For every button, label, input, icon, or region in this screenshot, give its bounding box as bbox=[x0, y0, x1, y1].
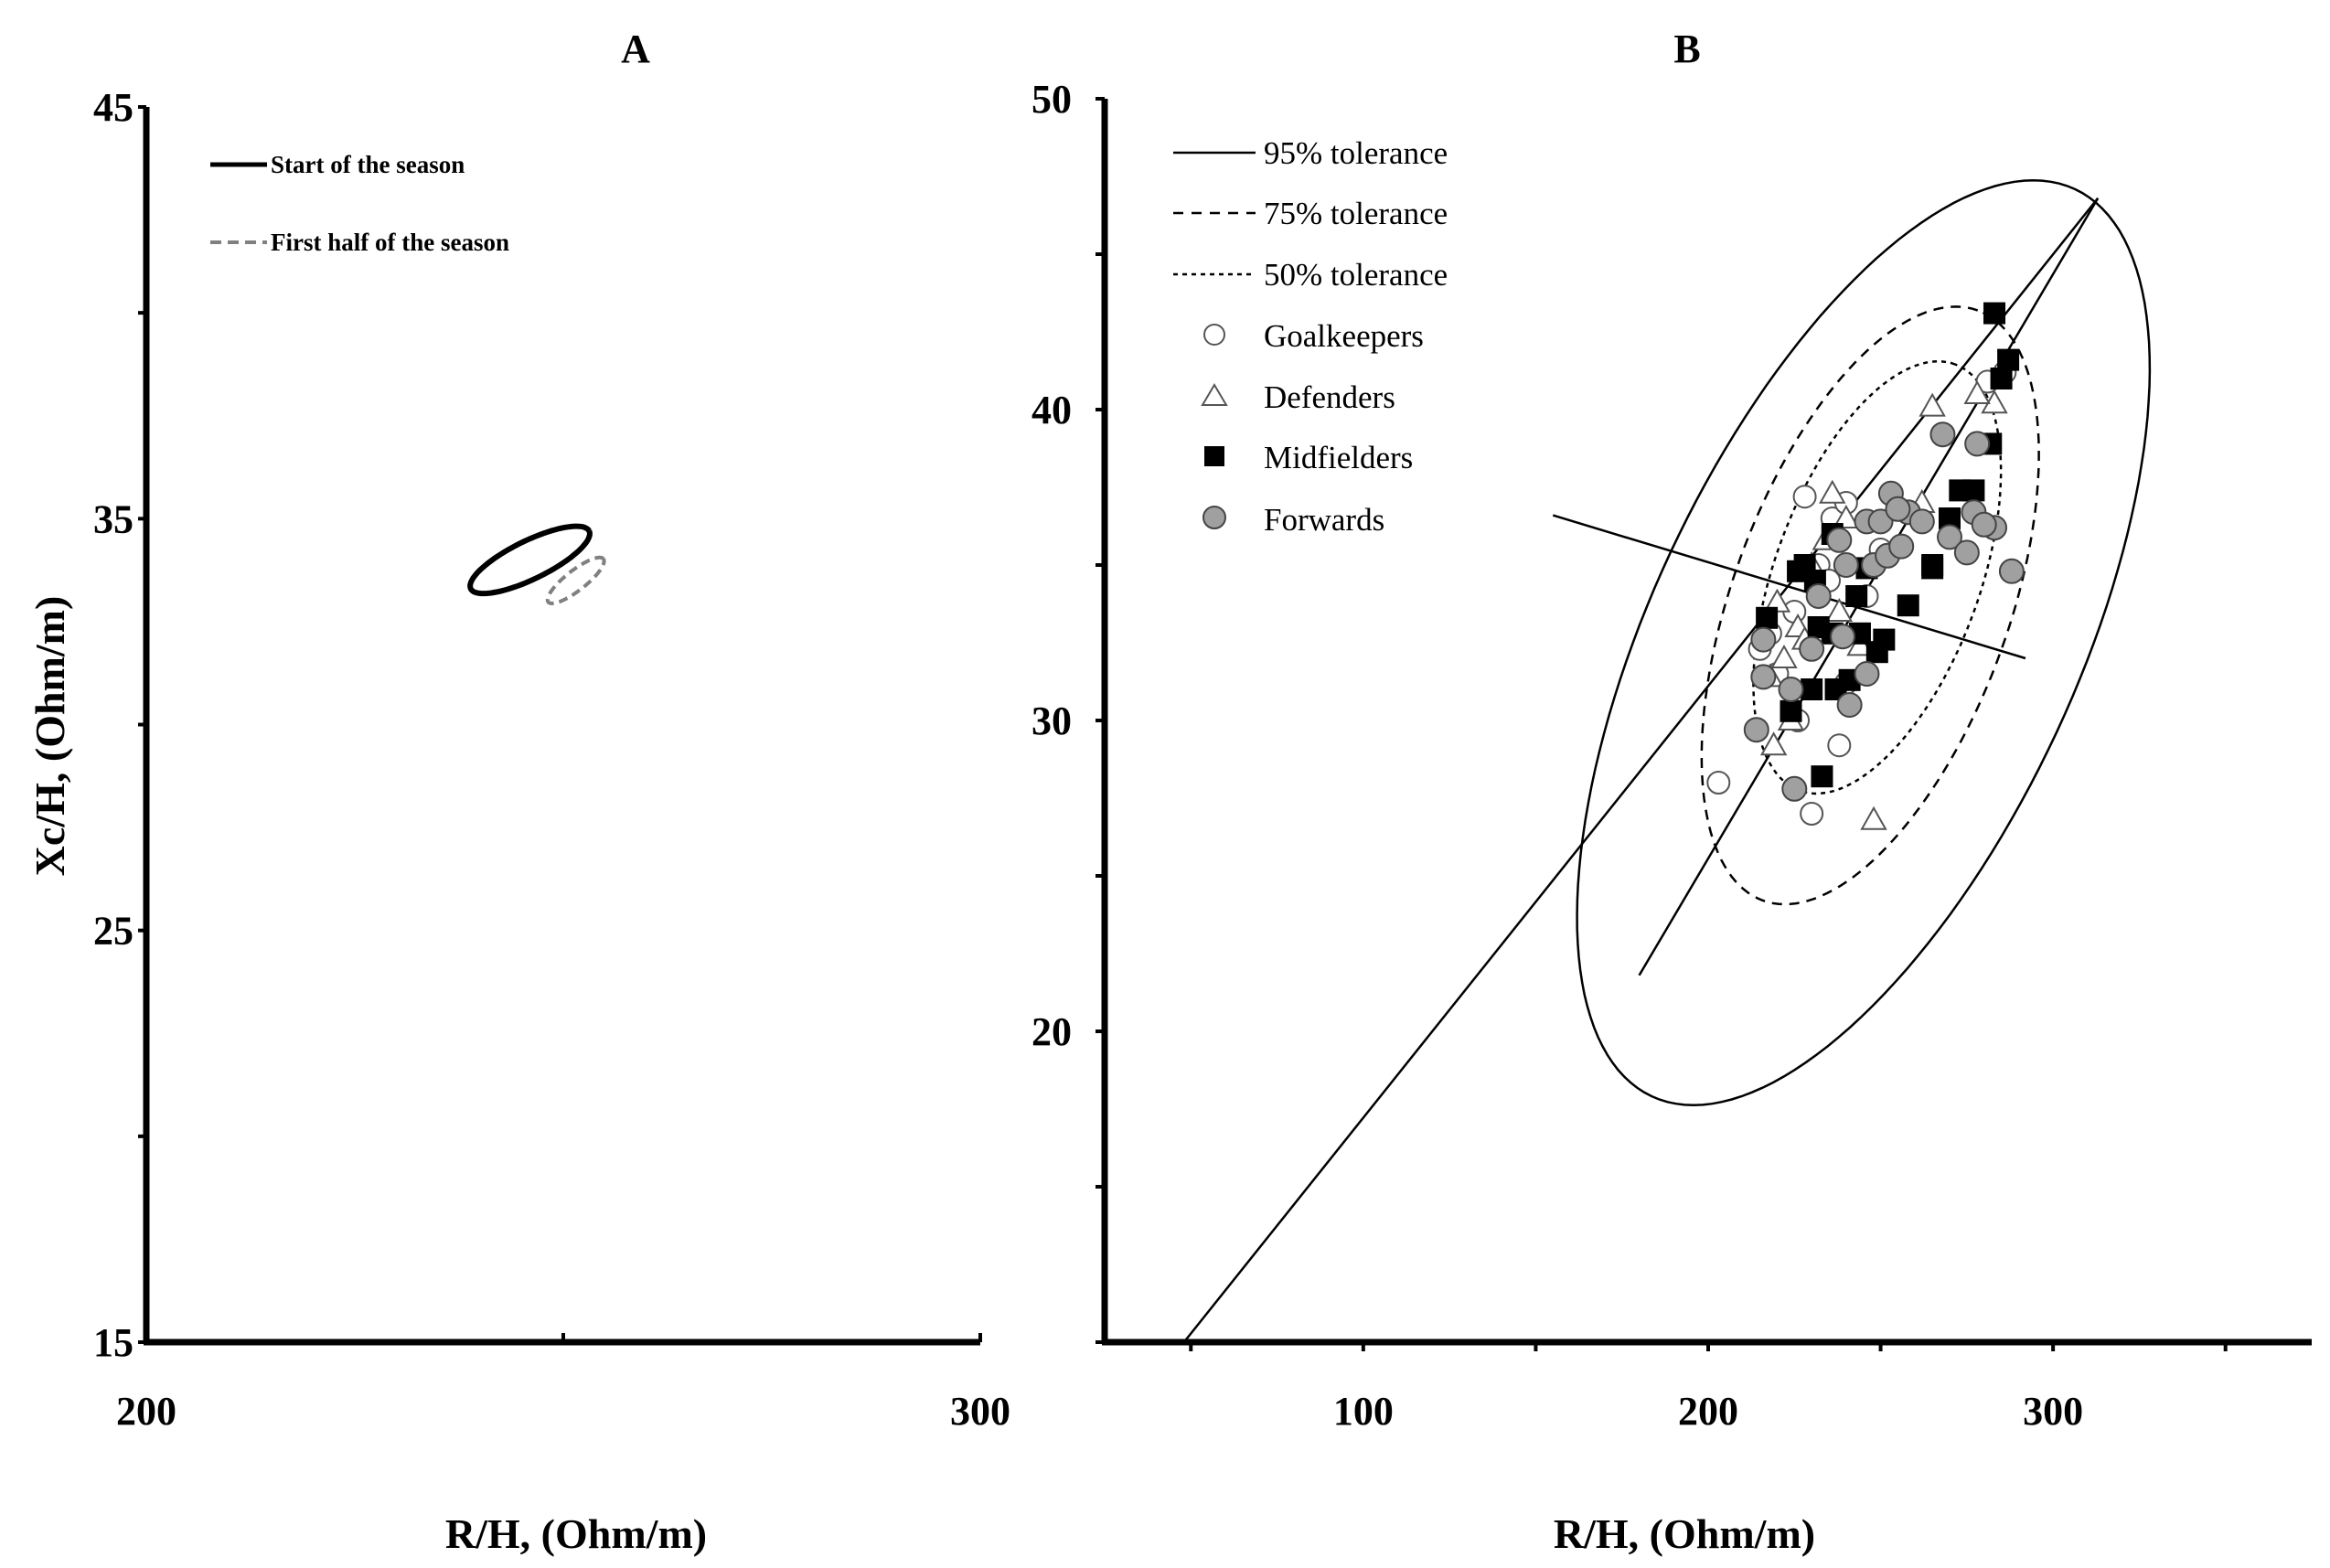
legend-defenders-marker bbox=[1201, 383, 1228, 406]
panel-a-x-axis-label: R/H, (Ohm/m) bbox=[445, 1510, 707, 1557]
forwards-point bbox=[1885, 496, 1911, 522]
panel-b-points bbox=[1706, 302, 2025, 830]
ellipse-start-season bbox=[467, 523, 593, 597]
forwards-point bbox=[1830, 624, 1856, 650]
forwards-point bbox=[1908, 508, 1935, 535]
forwards-point bbox=[1743, 717, 1769, 743]
panel-a-x-tick-label: 200 bbox=[116, 1389, 176, 1434]
legend-midfielders-marker bbox=[1204, 446, 1224, 466]
panel-b-y-tick-label: 40 bbox=[1031, 388, 1072, 432]
defenders-point bbox=[1819, 479, 1846, 504]
panel-a-y-tick-label: 25 bbox=[93, 909, 134, 954]
midfielders-point bbox=[1811, 765, 1833, 788]
legend-first-half-label: First half of the season bbox=[271, 229, 509, 256]
midfielders-point bbox=[1756, 606, 1779, 629]
panel-a-ticks: 15 25 35 45 200 300 bbox=[93, 85, 1010, 1434]
panel-b-x-axis-label: R/H, (Ohm/m) bbox=[1554, 1510, 1815, 1557]
goalkeepers-point bbox=[1792, 485, 1817, 509]
legend-defenders-label: Defenders bbox=[1264, 379, 1395, 415]
defenders-point bbox=[1846, 632, 1874, 656]
midfielders-point bbox=[1873, 628, 1896, 651]
panel-a-y-tick-label: 45 bbox=[93, 85, 134, 130]
forwards-point bbox=[1750, 664, 1777, 690]
panel-a-x-tick-label: 300 bbox=[950, 1389, 1010, 1434]
panel-b-legend: 95% tolerance 75% tolerance 50% toleranc… bbox=[1173, 135, 1448, 538]
forwards-point bbox=[1953, 539, 1980, 566]
ellipse-minor-axis bbox=[1552, 514, 2026, 660]
forwards-point bbox=[1998, 558, 2025, 584]
tolerance-ellipse-95 bbox=[1576, 178, 2152, 1107]
legend-75-label: 75% tolerance bbox=[1264, 196, 1448, 231]
forwards-point bbox=[1750, 626, 1777, 653]
defenders-point bbox=[1833, 504, 1860, 528]
legend-goalkeepers-label: Goalkeepers bbox=[1264, 318, 1424, 354]
forwards-point bbox=[1888, 533, 1915, 560]
tolerance-ellipse-75 bbox=[1700, 305, 2040, 906]
goalkeepers-point bbox=[1800, 802, 1824, 826]
forwards-point bbox=[1778, 677, 1804, 702]
panel-b-y-tick-label: 50 bbox=[1031, 77, 1072, 122]
panel-a: A 15 25 35 45 200 300 R/H, (Ohm/m) Xc/H, (Ohm… bbox=[27, 27, 1010, 1557]
panel-a-y-axis-label: Xc/H, (Ohm/m) bbox=[27, 596, 73, 877]
legend-forwards-marker bbox=[1202, 506, 1226, 529]
panel-a-y-tick-label: 15 bbox=[93, 1320, 134, 1365]
midfielders-point bbox=[1962, 479, 1985, 502]
midfielders-point bbox=[1997, 348, 2020, 371]
defenders-point bbox=[1919, 392, 1946, 417]
panel-b-y-tick-label: 20 bbox=[1031, 1009, 1072, 1054]
forwards-point bbox=[1964, 431, 1991, 457]
defenders-point bbox=[1759, 731, 1788, 756]
forwards-point bbox=[1833, 552, 1859, 578]
midfielders-point bbox=[1780, 699, 1802, 722]
legend-goalkeepers-marker bbox=[1203, 324, 1225, 346]
midfielders-point bbox=[1845, 585, 1868, 607]
ellipse-first-half bbox=[545, 555, 606, 605]
panel-b-title: B bbox=[1673, 27, 1700, 71]
midfielders-point bbox=[1801, 678, 1823, 700]
midfielders-point bbox=[1787, 560, 1810, 582]
panel-b-x-tick-label: 200 bbox=[1678, 1389, 1738, 1434]
forwards-point bbox=[1854, 661, 1880, 687]
legend-forwards-label: Forwards bbox=[1264, 502, 1384, 538]
ellipse-major-axis bbox=[1182, 197, 2100, 1343]
forwards-point bbox=[1799, 635, 1825, 662]
panel-b: B 20 30 40 50 100 200 300 R/H, (Ohm/m) 95% tol… bbox=[1031, 27, 2312, 1557]
panel-b-y-tick-label: 30 bbox=[1031, 699, 1072, 743]
forwards-point bbox=[1929, 421, 1956, 448]
goalkeepers-point bbox=[1706, 771, 1731, 795]
defenders-point bbox=[1825, 597, 1854, 622]
defenders-point bbox=[1860, 805, 1887, 830]
forwards-point bbox=[1867, 508, 1894, 535]
legend-50-label: 50% tolerance bbox=[1264, 257, 1448, 293]
legend-95-label: 95% tolerance bbox=[1264, 135, 1448, 171]
defenders-point bbox=[1963, 379, 1991, 404]
defenders-point bbox=[1770, 644, 1798, 668]
midfielders-point bbox=[1990, 368, 2013, 389]
forwards-point bbox=[1805, 583, 1832, 609]
forwards-point bbox=[1836, 692, 1863, 718]
panel-a-ellipses bbox=[467, 523, 606, 605]
panel-a-axes bbox=[143, 107, 980, 1346]
midfielders-point bbox=[1807, 616, 1830, 638]
panel-a-y-tick-label: 35 bbox=[93, 496, 134, 541]
forwards-point bbox=[1937, 524, 1962, 550]
midfielders-point bbox=[1897, 594, 1919, 617]
midfielders-point bbox=[1983, 302, 2006, 325]
midfielders-point bbox=[1921, 557, 1944, 580]
legend-start-season-label: Start of the season bbox=[271, 151, 465, 178]
forwards-point bbox=[1826, 527, 1853, 553]
panel-a-legend: Start of the season First half of the se… bbox=[210, 151, 509, 256]
legend-midfielders-label: Midfielders bbox=[1264, 440, 1413, 475]
tolerance-ellipse-50 bbox=[1752, 359, 2003, 795]
panel-a-title: A bbox=[621, 27, 650, 71]
panel-b-ticks: 20 30 40 50 100 200 300 bbox=[1031, 77, 2228, 1434]
goalkeepers-point bbox=[1827, 733, 1852, 758]
panel-b-x-tick-label: 100 bbox=[1333, 1389, 1394, 1434]
forwards-point bbox=[1781, 775, 1808, 802]
forwards-point bbox=[1971, 511, 1997, 538]
panel-b-x-tick-label: 300 bbox=[2023, 1389, 2083, 1434]
